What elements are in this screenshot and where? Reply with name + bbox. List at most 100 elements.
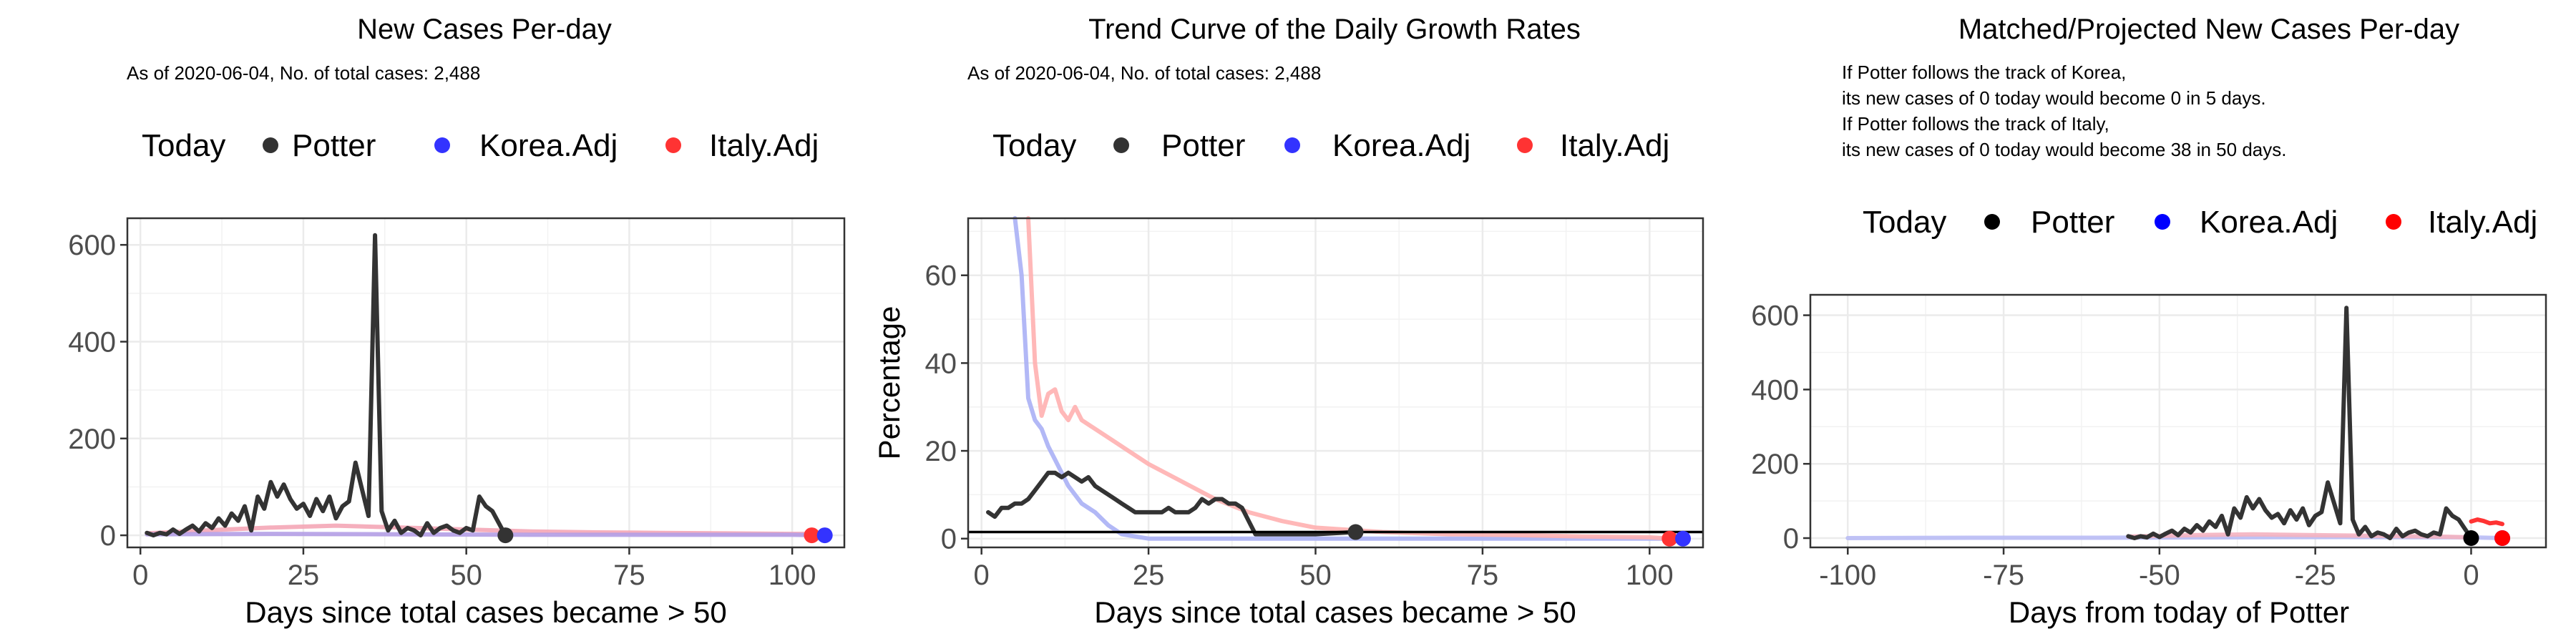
- legend-title: Today: [992, 128, 1076, 163]
- x-axis-label: Days from today of Potter: [2009, 595, 2349, 629]
- legend-key-italy: [1517, 137, 1533, 153]
- chart-title: New Cases Per-day: [357, 14, 612, 45]
- annotation-line: its new cases of 0 today would become 38…: [1842, 139, 2286, 160]
- today-point-potter: [497, 527, 514, 544]
- plot-border: [126, 217, 846, 549]
- x-axis-ticks: 0 25 50 75 100: [974, 547, 1674, 591]
- legend-label-potter: Potter: [2031, 205, 2114, 240]
- legend: Today Potter Korea.Adj Italy.Adj: [142, 128, 819, 163]
- legend-label-italy: Italy.Adj: [2428, 205, 2537, 240]
- x-tick-label: 50: [1299, 560, 1332, 591]
- legend-title: Today: [142, 128, 225, 163]
- plot-area: 0 200 400 600 -100 -75 -50 -25 0: [1751, 293, 2547, 591]
- chart-title: Trend Curve of the Daily Growth Rates: [1088, 14, 1581, 45]
- panel-growth-rates: Trend Curve of the Daily Growth Rates As…: [872, 14, 1704, 629]
- chart-title: Matched/Projected New Cases Per-day: [1958, 14, 2459, 45]
- x-axis-ticks: -100 -75 -50 -25 0: [1819, 547, 2479, 591]
- legend-key-korea: [1284, 137, 1300, 153]
- annotation-line: its new cases of 0 today would become 0 …: [1842, 87, 2266, 109]
- series-line-potter: [145, 233, 508, 538]
- y-tick-label: 400: [1751, 374, 1799, 406]
- today-points: [497, 527, 833, 544]
- legend-key-potter: [263, 137, 278, 153]
- series-line-potter: [2126, 306, 2474, 540]
- y-tick-label: 60: [925, 260, 957, 292]
- annotation-line: If Potter follows the track of Korea,: [1842, 62, 2126, 83]
- legend-key-korea: [434, 137, 450, 153]
- plot-area: 0 200 400 600 0 25 50 75 100: [68, 217, 846, 591]
- legend-key-potter: [1984, 214, 2000, 230]
- legend-label-potter: Potter: [292, 128, 376, 163]
- y-axis-ticks: 0 200 400 600: [1751, 301, 1810, 555]
- legend: Today Potter Korea.Adj Italy.Adj: [1863, 205, 2537, 240]
- chart-subtitle: As of 2020-06-04, No. of total cases: 2,…: [967, 62, 1321, 84]
- x-tick-label: -50: [2139, 560, 2180, 591]
- y-tick-label: 200: [68, 424, 116, 455]
- plot-area: 0 20 40 60 0 25 50 75 100: [925, 216, 1704, 591]
- x-axis-label: Days since total cases became > 50: [1094, 595, 1576, 629]
- legend-label-korea: Korea.Adj: [479, 128, 618, 163]
- legend-label-italy: Italy.Adj: [709, 128, 819, 163]
- y-axis-ticks: 0 200 400 600: [68, 230, 127, 552]
- x-tick-label: 75: [1467, 560, 1499, 591]
- y-tick-label: 0: [1783, 523, 1799, 555]
- legend-label-korea: Korea.Adj: [2200, 205, 2338, 240]
- legend-label-korea: Korea.Adj: [1332, 128, 1470, 163]
- today-point-potter: [2463, 530, 2479, 547]
- y-axis-ticks: 0 20 40 60: [925, 260, 968, 555]
- y-tick-label: 0: [100, 520, 116, 552]
- y-tick-label: 400: [68, 327, 116, 358]
- series-lines: [986, 216, 1685, 541]
- today-points: [2463, 530, 2511, 547]
- gridlines: [1810, 295, 2546, 547]
- series-line-korea-adj: [1013, 216, 1685, 541]
- x-tick-label: -100: [1819, 560, 1876, 591]
- x-axis-ticks: 0 25 50 75 100: [132, 547, 816, 591]
- plot-background: [968, 218, 1703, 547]
- x-tick-label: 25: [288, 560, 320, 591]
- y-tick-label: 0: [941, 524, 957, 555]
- legend-key-potter: [1113, 137, 1129, 153]
- x-tick-label: 100: [769, 560, 816, 591]
- series-line-korea-adj: [145, 532, 827, 538]
- x-tick-label: -75: [1983, 560, 2024, 591]
- x-tick-label: 75: [613, 560, 645, 591]
- today-point-italy-adj: [1662, 530, 1678, 547]
- x-tick-label: 25: [1133, 560, 1165, 591]
- panel-new-cases: New Cases Per-day As of 2020-06-04, No. …: [68, 14, 846, 629]
- series-line-italy-adj: [2126, 532, 2474, 540]
- y-tick-label: 40: [925, 348, 957, 379]
- today-points: [1347, 524, 1691, 547]
- y-tick-label: 20: [925, 436, 957, 467]
- y-tick-label: 200: [1751, 449, 1799, 480]
- x-tick-label: 50: [450, 560, 482, 591]
- series-lines: [145, 233, 827, 538]
- x-tick-label: 0: [132, 560, 148, 591]
- y-tick-label: 600: [68, 230, 116, 261]
- plot-border: [967, 217, 1704, 549]
- today-point-korea-adj: [1674, 530, 1691, 547]
- x-tick-label: 100: [1626, 560, 1674, 591]
- today-point-potter: [1347, 524, 1364, 540]
- plot-border: [1809, 293, 2547, 549]
- legend: Today Potter Korea.Adj Italy.Adj: [992, 128, 1669, 163]
- series-line-italy-adj: [1026, 216, 1672, 541]
- legend-key-korea: [2155, 214, 2170, 230]
- plot-background: [127, 218, 844, 547]
- today-point-italy-adj: [2494, 530, 2511, 547]
- today-point-italy-adj: [804, 527, 820, 544]
- legend-label-italy: Italy.Adj: [1560, 128, 1669, 163]
- annotation-line: If Potter follows the track of Italy,: [1842, 113, 2109, 135]
- series-line-potter: [986, 470, 1358, 537]
- legend-key-italy: [2386, 214, 2401, 230]
- x-tick-label: -25: [2295, 560, 2336, 591]
- x-tick-label: 0: [2463, 560, 2479, 591]
- projection-annotation: If Potter follows the track of Korea, it…: [1842, 62, 2286, 160]
- y-tick-label: 600: [1751, 301, 1799, 332]
- y-axis-label: Percentage: [872, 306, 906, 460]
- legend-key-italy: [665, 137, 681, 153]
- x-tick-label: 0: [974, 560, 990, 591]
- legend-title: Today: [1863, 205, 1946, 240]
- chart-subtitle: As of 2020-06-04, No. of total cases: 2,…: [127, 62, 480, 84]
